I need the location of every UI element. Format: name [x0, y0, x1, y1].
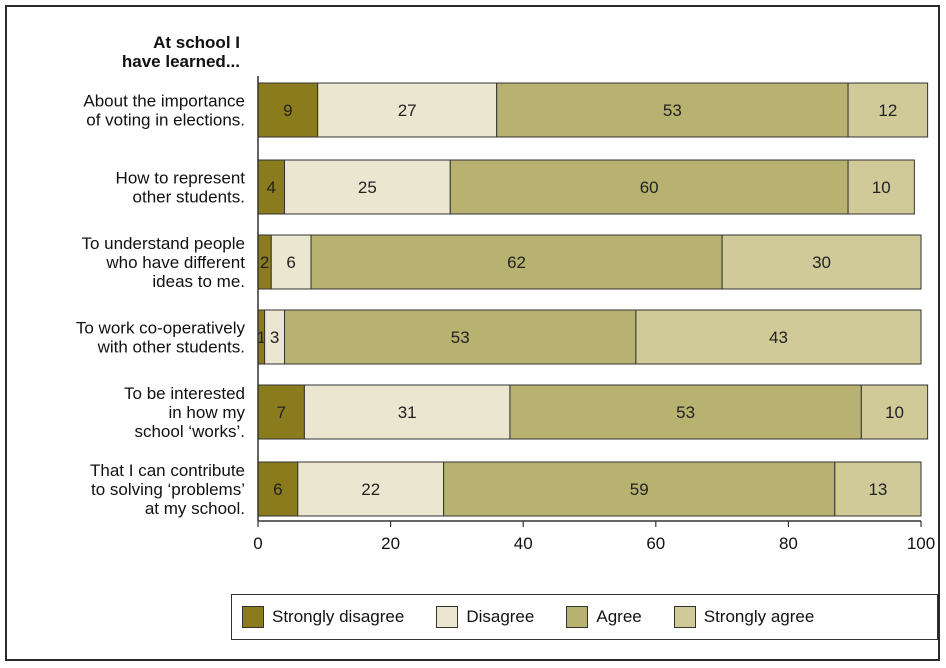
bar-value-label: 2 [260, 253, 269, 272]
bar-segment [635, 309, 922, 365]
bar-segment [284, 309, 637, 365]
legend-swatch [673, 606, 696, 628]
category-label: other students. [133, 188, 245, 207]
bar-segment [847, 82, 929, 138]
category-label: About the importance [83, 92, 245, 111]
bar-value-label: 13 [868, 480, 887, 499]
legend-label: Agree [596, 607, 642, 626]
x-tick-label: 0 [253, 534, 262, 553]
bar-value-label: 43 [769, 328, 788, 347]
bar-value-label: 10 [885, 403, 904, 422]
bar-value-label: 1 [257, 328, 266, 347]
category-label: To be interested [124, 384, 245, 403]
x-tick-label: 20 [381, 534, 400, 553]
x-tick-label: 60 [646, 534, 665, 553]
legend-swatch [242, 606, 264, 628]
category-label: in how my [168, 403, 245, 422]
category-label: with other students. [97, 338, 245, 357]
bar-segment [284, 159, 451, 215]
bar-segment [860, 384, 929, 440]
legend-swatch [436, 606, 459, 628]
bar-value-label: 27 [398, 101, 417, 120]
bar-value-label: 22 [361, 480, 380, 499]
category-label: of voting in elections. [86, 111, 245, 130]
chart-heading: have learned... [122, 52, 240, 71]
bar-value-label: 25 [358, 178, 377, 197]
bar-value-label: 6 [286, 253, 295, 272]
bar-value-label: 53 [451, 328, 470, 347]
category-label: school ‘works’. [134, 422, 245, 441]
bar-segment [317, 82, 498, 138]
legend-label: Disagree [466, 607, 535, 626]
legend-item: Strongly agree [673, 606, 815, 628]
legend: Strongly disagree Disagree Agree Strongly a… [231, 594, 938, 640]
bar-segment [847, 159, 915, 215]
bar-segment [297, 461, 445, 517]
bar-value-label: 6 [273, 480, 282, 499]
bar-segment [834, 461, 922, 517]
legend-item: Strongly disagree [242, 606, 404, 628]
bar-value-label: 53 [663, 101, 682, 120]
bar-value-label: 30 [812, 253, 831, 272]
bar-segment [270, 234, 312, 290]
category-label: To work co-operatively [76, 319, 246, 338]
category-label: To understand people [81, 234, 245, 253]
legend-item: Disagree [436, 606, 534, 628]
category-label: at my school. [145, 499, 245, 518]
bar-segment [496, 82, 849, 138]
bar-value-label: 10 [872, 178, 891, 197]
bar-value-label: 9 [283, 101, 292, 120]
bar-value-label: 4 [267, 178, 276, 197]
bar-value-label: 3 [270, 328, 279, 347]
bar-value-label: 31 [398, 403, 417, 422]
bar-segment [257, 461, 299, 517]
x-tick-label: 40 [514, 534, 533, 553]
bar-segment [303, 384, 511, 440]
bar-value-label: 59 [630, 480, 649, 499]
bar-value-label: 60 [640, 178, 659, 197]
chart-heading: At school I [153, 33, 240, 52]
bar-segment [509, 384, 862, 440]
bar-segment [449, 159, 849, 215]
legend-item: Agree [566, 606, 642, 628]
category-label: That I can contribute [90, 461, 245, 480]
category-label: who have different [105, 253, 245, 272]
bar-value-label: 12 [878, 101, 897, 120]
category-label: How to represent [116, 169, 246, 188]
bar-value-label: 62 [507, 253, 526, 272]
legend-label: Strongly disagree [272, 607, 405, 626]
legend-label: Strongly agree [703, 607, 815, 626]
x-tick-label: 80 [779, 534, 798, 553]
bar-segment [257, 384, 305, 440]
category-label: ideas to me. [152, 272, 245, 291]
x-tick-label: 100 [907, 534, 935, 553]
bar-segment [443, 461, 836, 517]
bar-value-label: 53 [676, 403, 695, 422]
legend-swatch [566, 606, 589, 628]
bar-segment [721, 234, 922, 290]
bar-segment [257, 82, 319, 138]
bar-value-label: 7 [276, 403, 285, 422]
bar-segment [310, 234, 723, 290]
category-label: to solving ‘problems’ [91, 480, 245, 499]
